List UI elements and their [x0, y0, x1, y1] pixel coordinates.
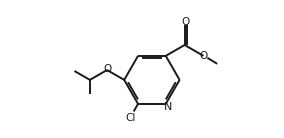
Text: Cl: Cl: [125, 113, 135, 123]
Text: O: O: [200, 51, 208, 61]
Text: O: O: [103, 64, 111, 74]
Text: N: N: [164, 102, 172, 112]
Text: O: O: [181, 17, 190, 27]
